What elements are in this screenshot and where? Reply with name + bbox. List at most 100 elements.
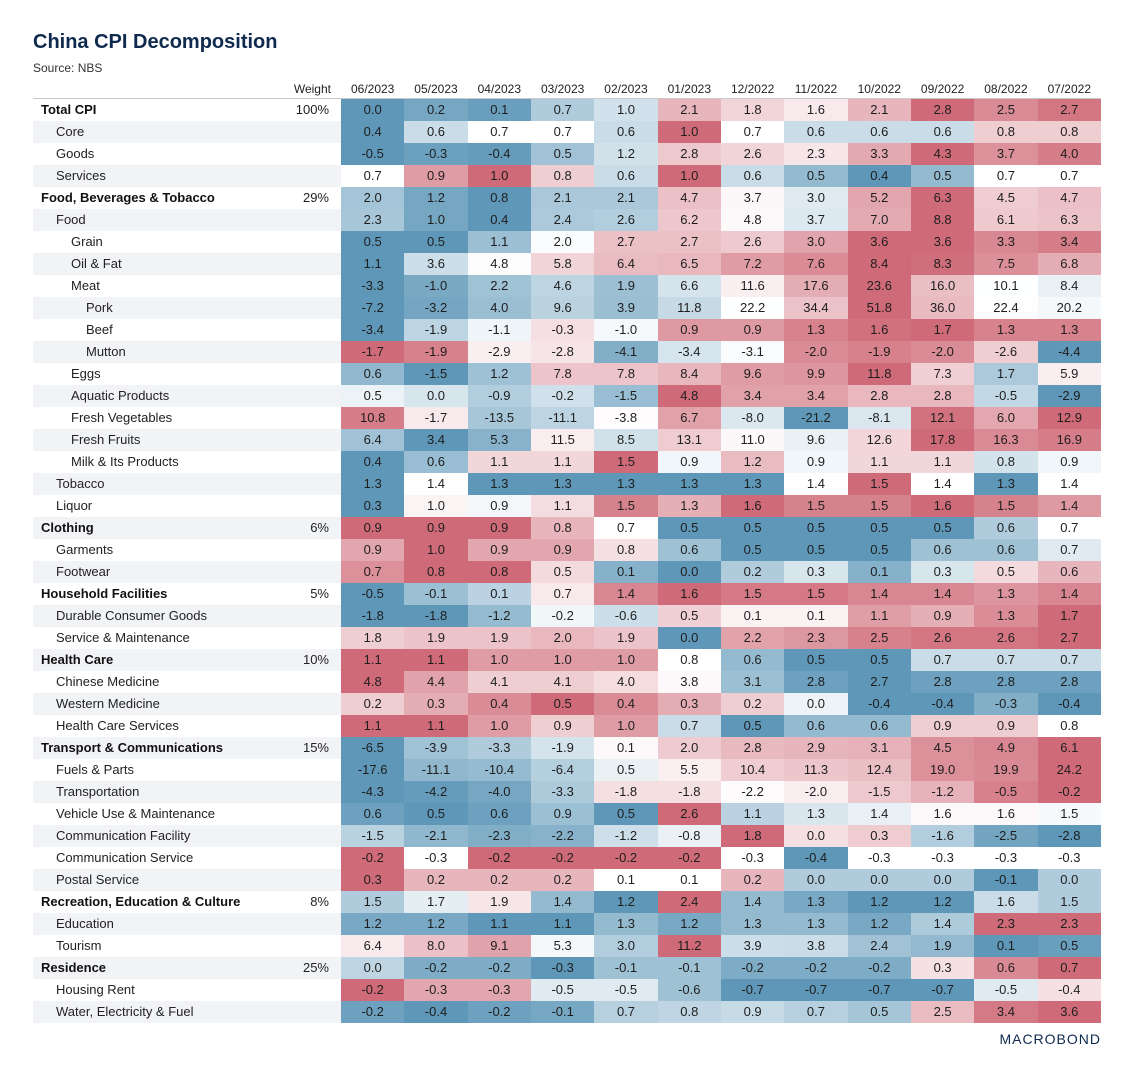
heatmap-cell: 0.7 [594,517,658,539]
heatmap-cell: 1.0 [404,495,468,517]
table-row: Fresh Fruits 6.4 3.4 5.3 11.5 8.5 13.1 11.0 9.6 1… [33,429,1101,451]
row-label: Recreation, Education & Culture [41,894,241,909]
heatmap-cell: 0.8 [657,649,721,671]
heatmap-cell: 16.9 [1037,429,1101,451]
heatmap-cell: -1.7 [341,341,405,363]
heatmap-cell: 12.6 [847,429,911,451]
row-weight [288,627,341,649]
heatmap-cell: 7.8 [530,363,595,385]
heatmap-cell: -0.2 [530,385,595,407]
heatmap-cell: 6.3 [910,187,975,209]
heatmap-cell: 3.4 [1037,231,1101,253]
heatmap-cell: 0.4 [341,121,405,143]
row-weight [288,913,341,935]
heatmap-cell: -17.6 [341,759,405,781]
heatmap-cell: 3.6 [910,231,975,253]
row-label: Durable Consumer Goods [33,605,288,627]
heatmap-cell: 5.2 [847,187,911,209]
heatmap-cell: -0.2 [847,957,911,979]
header-date: 05/2023 [404,78,468,99]
heatmap-cell: 3.6 [847,231,911,253]
heatmap-cell: 0.6 [910,121,975,143]
heatmap-cell: 0.8 [530,517,595,539]
heatmap-cell: 4.7 [1037,187,1101,209]
heatmap-cell: 1.3 [657,473,721,495]
heatmap-cell: -0.2 [467,957,531,979]
heatmap-cell: 11.8 [657,297,721,319]
heatmap-cell: 0.9 [1037,451,1101,473]
heatmap-cell: 0.9 [530,539,595,561]
heatmap-cell: 1.3 [974,605,1038,627]
table-row: Food, Beverages & Tobacco 29% 2.0 1.2 0.8 2.1… [33,187,1101,209]
heatmap-cell: 0.6 [974,539,1038,561]
heatmap-cell: 0.0 [1037,869,1101,891]
heatmap-cell: 1.3 [594,473,658,495]
heatmap-cell: 36.0 [910,297,975,319]
heatmap-cell: 2.1 [530,187,595,209]
table-row: Fuels & Parts -17.6 -11.1 -10.4 -6.4 0.5 5.5 10… [33,759,1101,781]
heatmap-cell: 2.8 [847,385,911,407]
heatmap-cell: 4.8 [341,671,405,693]
heatmap-cell: 0.7 [1037,539,1101,561]
heatmap-cell: 2.8 [784,671,848,693]
heatmap-cell: 0.2 [530,869,595,891]
heatmap-cell: -0.1 [974,869,1038,891]
heatmap-cell: 6.7 [657,407,721,429]
heatmap-cell: 11.2 [657,935,721,957]
heatmap-cell: 0.5 [530,693,595,715]
heatmap-cell: 1.7 [910,319,975,341]
heatmap-cell: 0.5 [720,715,785,737]
heatmap-cell: -0.5 [594,979,658,1001]
row-label: Beef [86,322,113,337]
heatmap-cell: 0.6 [847,715,911,737]
heatmap-cell: 0.5 [720,539,785,561]
row-weight: 100% [295,102,329,117]
heatmap-cell: -2.6 [974,341,1038,363]
heatmap-cell: 1.3 [974,319,1038,341]
heatmap-cell: -0.2 [530,847,595,869]
heatmap-cell: 0.6 [974,957,1038,979]
heatmap-cell: 0.2 [720,561,785,583]
heatmap-cell: 1.5 [784,495,848,517]
heatmap-cell: 2.6 [657,803,721,825]
heatmap-cell: 0.6 [594,121,658,143]
heatmap-cell: 0.1 [720,605,785,627]
heatmap-cell: 0.5 [784,165,848,187]
heatmap-cell: 2.0 [530,231,595,253]
heatmap-cell: 16.3 [974,429,1038,451]
heatmap-cell: 0.4 [467,693,531,715]
table-row: Durable Consumer Goods -1.8 -1.8 -1.2 -0.2 -0… [33,605,1101,627]
heatmap-cell: 1.6 [974,803,1038,825]
table-row: Liquor 0.3 1.0 0.9 1.1 1.5 1.3 1.6 1.5 1.5 1.6 1.5 1… [33,495,1101,517]
heatmap-cell: 10.1 [974,275,1038,297]
heatmap-cell: 4.0 [467,297,531,319]
heatmap-cell: 1.6 [910,495,975,517]
heatmap-cell: 0.8 [974,451,1038,473]
cpi-heatmap-table: Weight 06/2023 05/2023 04/2023 03/2023 02/202… [33,78,1101,1023]
heatmap-cell: 0.7 [1037,517,1101,539]
heatmap-cell: 2.8 [910,385,975,407]
heatmap-cell: 4.7 [657,187,721,209]
header-date: 01/2023 [657,78,721,99]
heatmap-cell: 1.1 [847,605,911,627]
heatmap-cell: -1.1 [467,319,531,341]
heatmap-cell: 1.0 [594,98,658,121]
heatmap-cell: 5.8 [530,253,595,275]
row-weight [288,605,341,627]
heatmap-cell: 0.7 [341,165,405,187]
heatmap-cell: 0.5 [657,517,721,539]
table-row: Transport & Communications 15% -6.5 -3.9 -3.… [33,737,1101,759]
heatmap-cell: 1.0 [404,209,468,231]
heatmap-cell: -7.2 [341,297,405,319]
heatmap-cell: -0.3 [404,143,468,165]
heatmap-cell: 0.4 [341,451,405,473]
heatmap-cell: 0.1 [467,583,531,605]
heatmap-cell: 4.0 [1037,143,1101,165]
heatmap-cell: 3.3 [847,143,911,165]
heatmap-cell: 1.7 [404,891,468,913]
heatmap-cell: -0.4 [910,693,975,715]
heatmap-cell: 2.6 [974,627,1038,649]
heatmap-cell: 0.6 [341,363,405,385]
heatmap-cell: 0.3 [910,957,975,979]
heatmap-cell: 0.5 [720,517,785,539]
